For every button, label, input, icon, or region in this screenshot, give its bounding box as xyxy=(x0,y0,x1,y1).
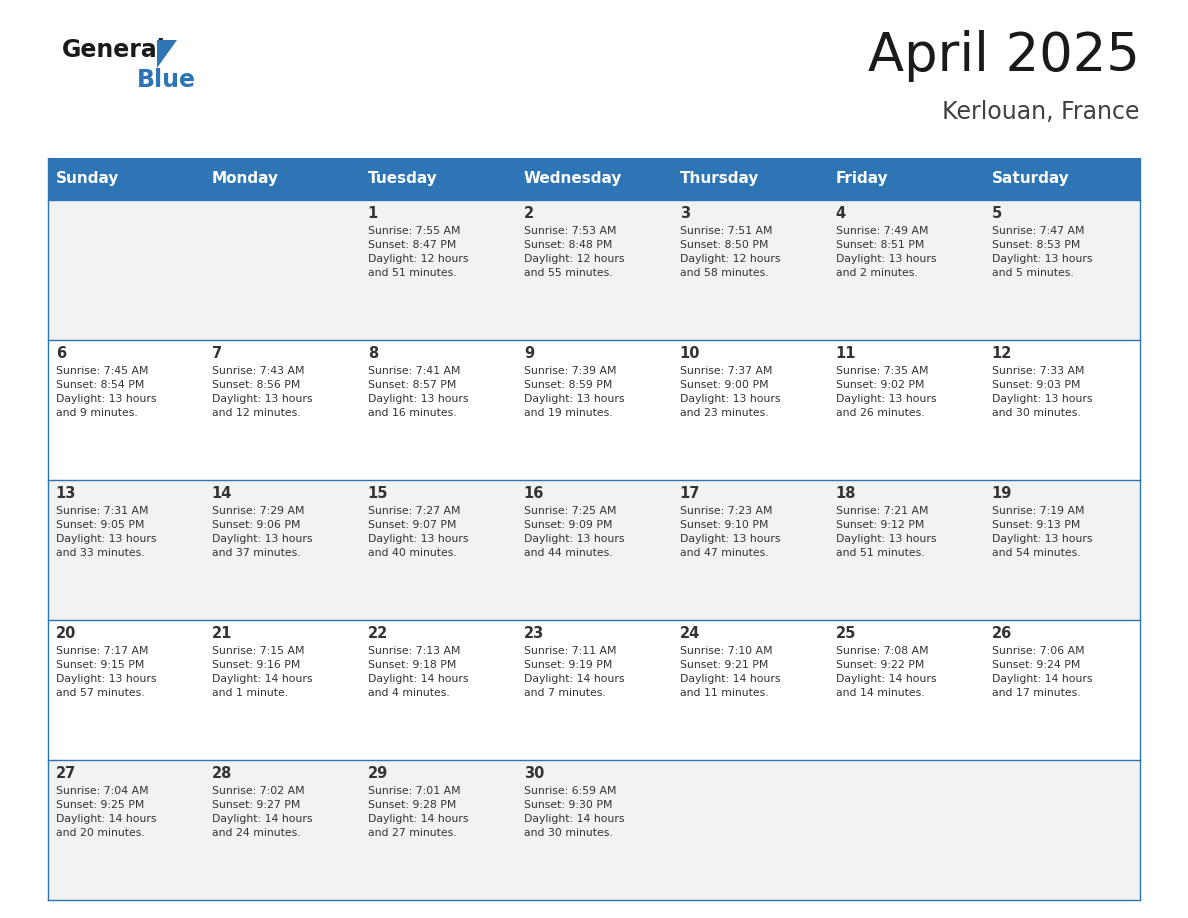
Text: Sunrise: 7:10 AM
Sunset: 9:21 PM
Daylight: 14 hours
and 11 minutes.: Sunrise: 7:10 AM Sunset: 9:21 PM Dayligh… xyxy=(680,646,781,698)
Text: Tuesday: Tuesday xyxy=(368,172,437,186)
Text: Sunrise: 7:01 AM
Sunset: 9:28 PM
Daylight: 14 hours
and 27 minutes.: Sunrise: 7:01 AM Sunset: 9:28 PM Dayligh… xyxy=(368,786,468,838)
Bar xyxy=(48,480,1140,620)
Text: Sunrise: 7:37 AM
Sunset: 9:00 PM
Daylight: 13 hours
and 23 minutes.: Sunrise: 7:37 AM Sunset: 9:00 PM Dayligh… xyxy=(680,366,781,418)
Text: 3: 3 xyxy=(680,206,690,221)
Bar xyxy=(672,158,828,200)
Bar xyxy=(48,620,1140,760)
Text: Kerlouan, France: Kerlouan, France xyxy=(942,100,1140,124)
Text: 23: 23 xyxy=(524,626,544,641)
Text: General: General xyxy=(62,38,166,62)
Text: Sunrise: 7:27 AM
Sunset: 9:07 PM
Daylight: 13 hours
and 40 minutes.: Sunrise: 7:27 AM Sunset: 9:07 PM Dayligh… xyxy=(368,506,468,558)
Text: 14: 14 xyxy=(211,486,232,501)
Bar xyxy=(360,158,516,200)
Text: 26: 26 xyxy=(992,626,1012,641)
Text: Sunrise: 7:55 AM
Sunset: 8:47 PM
Daylight: 12 hours
and 51 minutes.: Sunrise: 7:55 AM Sunset: 8:47 PM Dayligh… xyxy=(368,226,468,278)
Text: 20: 20 xyxy=(56,626,76,641)
Text: Sunrise: 7:23 AM
Sunset: 9:10 PM
Daylight: 13 hours
and 47 minutes.: Sunrise: 7:23 AM Sunset: 9:10 PM Dayligh… xyxy=(680,506,781,558)
Text: Sunrise: 7:35 AM
Sunset: 9:02 PM
Daylight: 13 hours
and 26 minutes.: Sunrise: 7:35 AM Sunset: 9:02 PM Dayligh… xyxy=(836,366,936,418)
Text: 22: 22 xyxy=(368,626,388,641)
Text: Sunrise: 7:49 AM
Sunset: 8:51 PM
Daylight: 13 hours
and 2 minutes.: Sunrise: 7:49 AM Sunset: 8:51 PM Dayligh… xyxy=(836,226,936,278)
Text: Sunrise: 7:25 AM
Sunset: 9:09 PM
Daylight: 13 hours
and 44 minutes.: Sunrise: 7:25 AM Sunset: 9:09 PM Dayligh… xyxy=(524,506,625,558)
Text: Blue: Blue xyxy=(137,68,196,92)
Text: Sunrise: 7:45 AM
Sunset: 8:54 PM
Daylight: 13 hours
and 9 minutes.: Sunrise: 7:45 AM Sunset: 8:54 PM Dayligh… xyxy=(56,366,157,418)
Text: Sunrise: 7:02 AM
Sunset: 9:27 PM
Daylight: 14 hours
and 24 minutes.: Sunrise: 7:02 AM Sunset: 9:27 PM Dayligh… xyxy=(211,786,312,838)
Text: 19: 19 xyxy=(992,486,1012,501)
Polygon shape xyxy=(157,40,177,68)
Text: Sunrise: 7:31 AM
Sunset: 9:05 PM
Daylight: 13 hours
and 33 minutes.: Sunrise: 7:31 AM Sunset: 9:05 PM Dayligh… xyxy=(56,506,157,558)
Bar xyxy=(516,158,672,200)
Text: 28: 28 xyxy=(211,766,232,781)
Text: 29: 29 xyxy=(368,766,388,781)
Text: Sunrise: 7:17 AM
Sunset: 9:15 PM
Daylight: 13 hours
and 57 minutes.: Sunrise: 7:17 AM Sunset: 9:15 PM Dayligh… xyxy=(56,646,157,698)
Text: 11: 11 xyxy=(836,346,857,361)
Text: Wednesday: Wednesday xyxy=(524,172,623,186)
Text: 6: 6 xyxy=(56,346,65,361)
Text: 15: 15 xyxy=(368,486,388,501)
Text: Friday: Friday xyxy=(836,172,889,186)
Text: Sunrise: 7:13 AM
Sunset: 9:18 PM
Daylight: 14 hours
and 4 minutes.: Sunrise: 7:13 AM Sunset: 9:18 PM Dayligh… xyxy=(368,646,468,698)
Text: 27: 27 xyxy=(56,766,76,781)
Text: 13: 13 xyxy=(56,486,76,501)
Text: Sunrise: 7:21 AM
Sunset: 9:12 PM
Daylight: 13 hours
and 51 minutes.: Sunrise: 7:21 AM Sunset: 9:12 PM Dayligh… xyxy=(836,506,936,558)
Bar xyxy=(48,200,1140,340)
Text: 9: 9 xyxy=(524,346,533,361)
Text: Thursday: Thursday xyxy=(680,172,759,186)
Text: Sunrise: 7:39 AM
Sunset: 8:59 PM
Daylight: 13 hours
and 19 minutes.: Sunrise: 7:39 AM Sunset: 8:59 PM Dayligh… xyxy=(524,366,625,418)
Text: 1: 1 xyxy=(368,206,378,221)
Bar xyxy=(48,760,1140,900)
Text: Sunrise: 7:43 AM
Sunset: 8:56 PM
Daylight: 13 hours
and 12 minutes.: Sunrise: 7:43 AM Sunset: 8:56 PM Dayligh… xyxy=(211,366,312,418)
Text: 8: 8 xyxy=(368,346,378,361)
Text: 18: 18 xyxy=(836,486,857,501)
Text: Sunrise: 6:59 AM
Sunset: 9:30 PM
Daylight: 14 hours
and 30 minutes.: Sunrise: 6:59 AM Sunset: 9:30 PM Dayligh… xyxy=(524,786,625,838)
Text: 5: 5 xyxy=(992,206,1001,221)
Text: Sunrise: 7:11 AM
Sunset: 9:19 PM
Daylight: 14 hours
and 7 minutes.: Sunrise: 7:11 AM Sunset: 9:19 PM Dayligh… xyxy=(524,646,625,698)
Text: 10: 10 xyxy=(680,346,700,361)
Text: Sunrise: 7:15 AM
Sunset: 9:16 PM
Daylight: 14 hours
and 1 minute.: Sunrise: 7:15 AM Sunset: 9:16 PM Dayligh… xyxy=(211,646,312,698)
Text: Sunrise: 7:41 AM
Sunset: 8:57 PM
Daylight: 13 hours
and 16 minutes.: Sunrise: 7:41 AM Sunset: 8:57 PM Dayligh… xyxy=(368,366,468,418)
Text: Sunday: Sunday xyxy=(56,172,119,186)
Bar xyxy=(48,340,1140,480)
Bar xyxy=(828,158,984,200)
Text: Sunrise: 7:33 AM
Sunset: 9:03 PM
Daylight: 13 hours
and 30 minutes.: Sunrise: 7:33 AM Sunset: 9:03 PM Dayligh… xyxy=(992,366,1092,418)
Bar xyxy=(204,158,360,200)
Text: Sunrise: 7:04 AM
Sunset: 9:25 PM
Daylight: 14 hours
and 20 minutes.: Sunrise: 7:04 AM Sunset: 9:25 PM Dayligh… xyxy=(56,786,157,838)
Text: Sunrise: 7:06 AM
Sunset: 9:24 PM
Daylight: 14 hours
and 17 minutes.: Sunrise: 7:06 AM Sunset: 9:24 PM Dayligh… xyxy=(992,646,1092,698)
Text: 25: 25 xyxy=(836,626,857,641)
Text: 24: 24 xyxy=(680,626,700,641)
Text: Sunrise: 7:47 AM
Sunset: 8:53 PM
Daylight: 13 hours
and 5 minutes.: Sunrise: 7:47 AM Sunset: 8:53 PM Dayligh… xyxy=(992,226,1092,278)
Text: April 2025: April 2025 xyxy=(868,30,1140,82)
Text: Sunrise: 7:19 AM
Sunset: 9:13 PM
Daylight: 13 hours
and 54 minutes.: Sunrise: 7:19 AM Sunset: 9:13 PM Dayligh… xyxy=(992,506,1092,558)
Text: 21: 21 xyxy=(211,626,232,641)
Text: Monday: Monday xyxy=(211,172,279,186)
Bar xyxy=(984,158,1140,200)
Text: 2: 2 xyxy=(524,206,533,221)
Text: 7: 7 xyxy=(211,346,222,361)
Bar xyxy=(48,158,204,200)
Text: Sunrise: 7:29 AM
Sunset: 9:06 PM
Daylight: 13 hours
and 37 minutes.: Sunrise: 7:29 AM Sunset: 9:06 PM Dayligh… xyxy=(211,506,312,558)
Text: 17: 17 xyxy=(680,486,700,501)
Text: Saturday: Saturday xyxy=(992,172,1069,186)
Text: 16: 16 xyxy=(524,486,544,501)
Text: Sunrise: 7:08 AM
Sunset: 9:22 PM
Daylight: 14 hours
and 14 minutes.: Sunrise: 7:08 AM Sunset: 9:22 PM Dayligh… xyxy=(836,646,936,698)
Text: 12: 12 xyxy=(992,346,1012,361)
Text: Sunrise: 7:51 AM
Sunset: 8:50 PM
Daylight: 12 hours
and 58 minutes.: Sunrise: 7:51 AM Sunset: 8:50 PM Dayligh… xyxy=(680,226,781,278)
Text: 4: 4 xyxy=(836,206,846,221)
Text: 30: 30 xyxy=(524,766,544,781)
Text: Sunrise: 7:53 AM
Sunset: 8:48 PM
Daylight: 12 hours
and 55 minutes.: Sunrise: 7:53 AM Sunset: 8:48 PM Dayligh… xyxy=(524,226,625,278)
